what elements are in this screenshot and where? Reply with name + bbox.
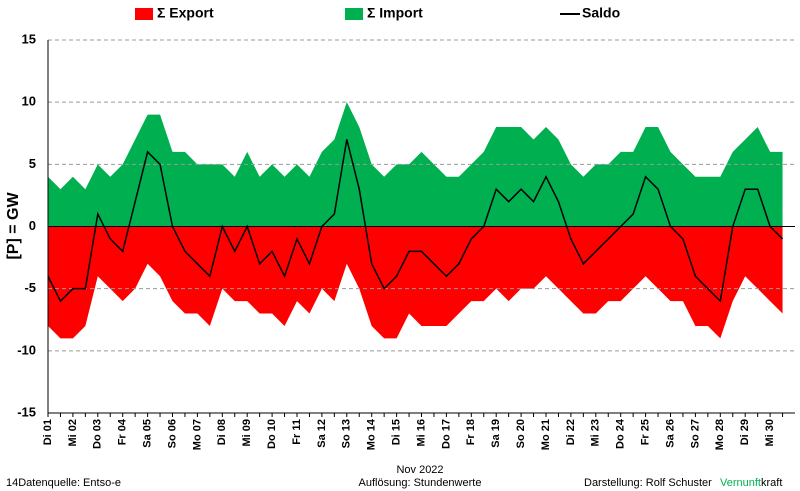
y-tick-label: 10 — [22, 94, 36, 109]
x-tick-label: Do 10 — [266, 419, 278, 449]
legend-swatch — [345, 8, 363, 20]
legend-swatch — [135, 8, 153, 20]
legend-item: Σ Import — [345, 5, 423, 21]
y-tick-label: -15 — [17, 404, 36, 419]
x-tick-label: Sa 12 — [316, 419, 328, 448]
x-tick-label: Do 24 — [615, 418, 627, 449]
x-tick-label: Fr 04 — [117, 418, 129, 445]
x-tick-label: So 06 — [166, 419, 178, 448]
x-tick-label: Di 15 — [391, 419, 403, 445]
resolution: Auflösung: Stundenwerte — [359, 477, 482, 489]
x-tick-label: Mo 21 — [540, 419, 552, 450]
brand: Vernunftkraft — [720, 477, 782, 489]
legend-label: Saldo — [582, 5, 620, 21]
brand-part: Vernunft — [720, 477, 761, 489]
x-tick-label: So 27 — [689, 419, 701, 448]
x-tick-label: Mo 14 — [366, 418, 378, 450]
x-tick-label: Mo 07 — [191, 419, 203, 450]
x-tick-label: Fr 11 — [291, 419, 303, 445]
legend-item: Σ Export — [135, 5, 214, 21]
y-tick-label: 15 — [22, 31, 36, 46]
y-tick-label: 0 — [29, 218, 36, 233]
y-tick-label: -5 — [24, 280, 36, 295]
x-tick-label: Di 29 — [739, 419, 751, 445]
x-tick-label: Mi 23 — [590, 419, 602, 447]
x-tick-label: Mo 28 — [714, 419, 726, 450]
legend-item: Saldo — [560, 5, 620, 21]
x-tick-label: Sa 05 — [142, 419, 154, 448]
x-tick-label: So 13 — [341, 419, 353, 448]
y-axis-label: [P] = GW — [5, 192, 22, 260]
x-tick-label: Mi 02 — [67, 419, 79, 447]
x-tick-label: So 20 — [515, 419, 527, 448]
source: 14Datenquelle: Entso-e — [6, 477, 121, 489]
legend-label: Σ Import — [367, 5, 423, 21]
y-tick-label: -10 — [17, 342, 36, 357]
x-tick-label: Do 03 — [92, 419, 104, 449]
saldo-line — [47, 139, 784, 303]
x-tick-label: Di 22 — [565, 419, 577, 445]
x-axis-label: Nov 2022 — [396, 464, 443, 476]
x-tick-label: Mi 30 — [764, 419, 776, 447]
x-tick-label: Mi 09 — [241, 419, 253, 447]
area — [48, 226, 783, 339]
legend-label: Σ Export — [157, 5, 214, 21]
x-tick-label: Sa 26 — [664, 419, 676, 448]
x-tick-label: Fr 18 — [465, 419, 477, 445]
x-tick-label: Fr 25 — [640, 419, 652, 445]
x-tick-label: Sa 19 — [490, 419, 502, 448]
brand-part: kraft — [761, 477, 782, 489]
x-tick-label: Mi 16 — [415, 419, 427, 447]
x-tick-label: Di 01 — [42, 419, 54, 445]
y-tick-label: 5 — [29, 156, 36, 171]
x-tick-label: Di 08 — [216, 419, 228, 445]
author: Darstellung: Rolf Schuster — [584, 477, 712, 489]
x-tick-label: Do 17 — [440, 419, 452, 449]
